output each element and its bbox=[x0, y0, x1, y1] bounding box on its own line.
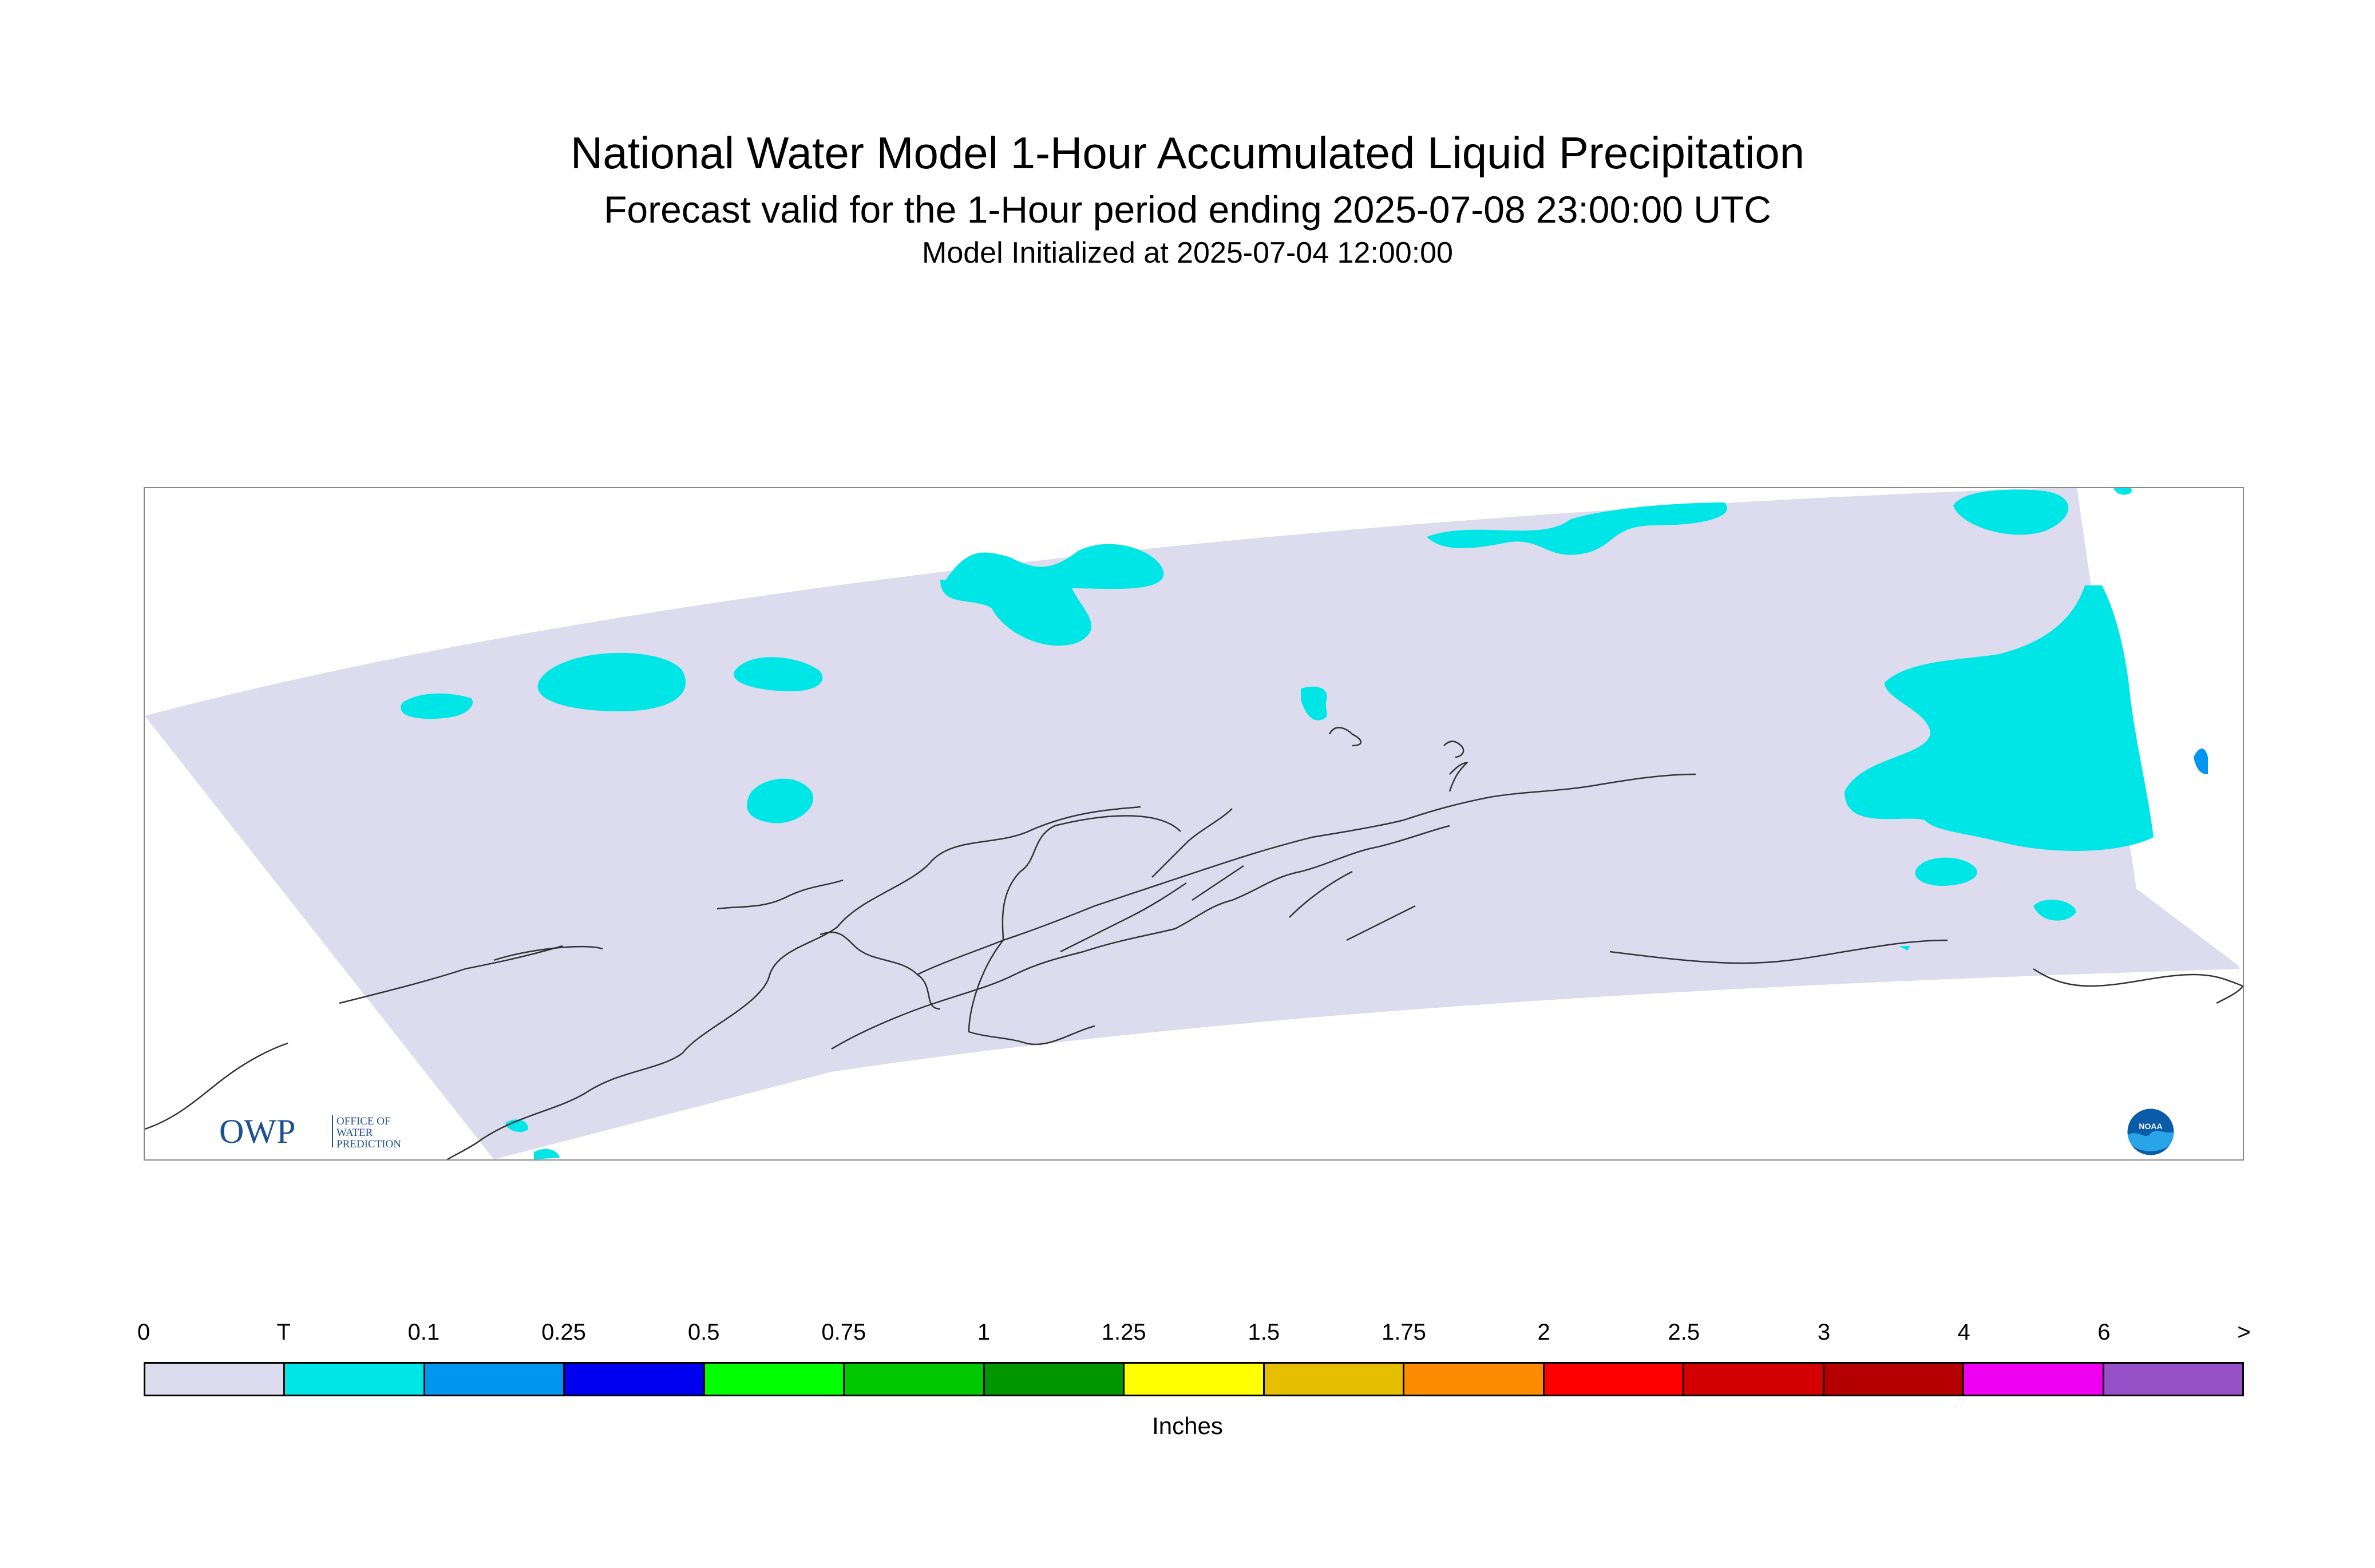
coastline bbox=[1448, 762, 1469, 792]
coastline bbox=[2033, 968, 2243, 987]
coastline bbox=[339, 945, 563, 1004]
legend-swatch bbox=[1125, 1364, 1265, 1395]
coastline bbox=[968, 815, 1181, 1046]
legend-tick-label: > bbox=[2237, 1320, 2251, 1345]
legend-tick-label: 1 bbox=[977, 1320, 991, 1345]
trace-area bbox=[1844, 585, 2154, 851]
coastline bbox=[917, 773, 1696, 976]
precipitation-map bbox=[145, 488, 2243, 1159]
legend-swatch bbox=[1964, 1364, 2104, 1395]
noaa-logo: NOAA bbox=[2125, 1106, 2176, 1159]
map-panel: OWP OFFICE OF WATER PREDICTION NOAA bbox=[144, 487, 2244, 1161]
legend-tick-label: 0.25 bbox=[541, 1320, 586, 1345]
legend-tick-label: 0.1 bbox=[407, 1320, 440, 1345]
coastline bbox=[1151, 808, 1233, 878]
legend-tick-label: 3 bbox=[1817, 1320, 1831, 1345]
coastline bbox=[1289, 870, 1353, 918]
legend-tick-label: 2 bbox=[1537, 1320, 1550, 1345]
legend-tick-label: 0 bbox=[137, 1320, 151, 1345]
coastline bbox=[1192, 865, 1244, 901]
legend-swatch bbox=[845, 1364, 985, 1395]
trace-area bbox=[534, 1149, 560, 1159]
legend-tick-label: 1.25 bbox=[1101, 1320, 1146, 1345]
legend-swatch bbox=[1824, 1364, 1965, 1395]
legend-tick-label: 4 bbox=[1957, 1320, 1970, 1345]
model-domain bbox=[145, 488, 2243, 1159]
legend-tick-label: 6 bbox=[2097, 1320, 2111, 1345]
trace-precip-areas bbox=[401, 488, 2154, 1159]
model-init-line: Model Initialized at 2025-07-04 12:00:00 bbox=[922, 236, 1453, 270]
coastline bbox=[1346, 905, 1416, 941]
coastlines bbox=[145, 727, 2243, 1159]
coastline bbox=[717, 879, 844, 910]
svg-text:PREDICTION: PREDICTION bbox=[337, 1138, 401, 1150]
coastline bbox=[1060, 882, 1187, 953]
coastline bbox=[1609, 939, 1948, 964]
legend-tick-label: 0.5 bbox=[687, 1320, 720, 1345]
legend-tick-label: 1.5 bbox=[1248, 1320, 1280, 1345]
trace-area bbox=[401, 693, 473, 719]
trace-area bbox=[1301, 686, 1327, 720]
trace-area bbox=[505, 1119, 528, 1133]
trace-area bbox=[2033, 900, 2076, 921]
trace-area bbox=[1915, 857, 1977, 886]
trace-area bbox=[940, 544, 1164, 646]
legend-swatch bbox=[565, 1364, 705, 1395]
legend-swatch bbox=[984, 1364, 1125, 1395]
legend-tick-label: T bbox=[276, 1320, 291, 1345]
legend-tick-labels: 0 T 0.1 0.25 0.5 0.75 1 1.25 1.5 1.75 2 2.5 3 4 6 > bbox=[137, 1320, 2251, 1354]
trace-area bbox=[1427, 502, 1727, 555]
legend-swatch bbox=[704, 1364, 845, 1395]
coastline bbox=[820, 931, 941, 1010]
legend-swatch bbox=[1684, 1364, 1824, 1395]
svg-text:WATER: WATER bbox=[337, 1127, 373, 1139]
legend-tick-label: 0.75 bbox=[821, 1320, 866, 1345]
map-subtitle: Forecast valid for the 1-Hour period end… bbox=[604, 188, 1771, 231]
map-title: National Water Model 1-Hour Accumulated … bbox=[570, 128, 1805, 178]
coastline bbox=[2216, 985, 2243, 1004]
legend-swatch bbox=[425, 1364, 565, 1395]
coastline bbox=[446, 806, 1141, 1159]
trace-area bbox=[1899, 946, 1910, 951]
svg-text:OFFICE OF: OFFICE OF bbox=[337, 1115, 391, 1127]
owp-logo: OWP OFFICE OF WATER PREDICTION bbox=[219, 1111, 460, 1154]
legend-swatch bbox=[285, 1364, 425, 1395]
legend-unit-label: Inches bbox=[1152, 1412, 1223, 1439]
coastline bbox=[831, 825, 1450, 1050]
trace-area bbox=[733, 657, 823, 691]
svg-text:NOAA: NOAA bbox=[2139, 1122, 2162, 1131]
trace-area bbox=[746, 778, 813, 823]
legend-tick-label: 1.75 bbox=[1382, 1320, 1426, 1345]
legend-swatch bbox=[1404, 1364, 1545, 1395]
legend-colorbar bbox=[144, 1362, 2244, 1396]
legend-swatch bbox=[1544, 1364, 1685, 1395]
legend-swatch bbox=[2104, 1364, 2243, 1395]
legend-tick-label: 2.5 bbox=[1668, 1320, 1700, 1345]
trace-area bbox=[2113, 488, 2132, 495]
trace-area bbox=[537, 652, 686, 711]
coastline bbox=[1328, 727, 1362, 747]
trace-area bbox=[1953, 489, 2069, 535]
light-precip-area bbox=[2194, 749, 2208, 774]
legend-swatch bbox=[145, 1364, 286, 1395]
coastline bbox=[145, 1042, 288, 1130]
coastline bbox=[1443, 741, 1464, 758]
coastline bbox=[493, 945, 603, 961]
svg-text:OWP: OWP bbox=[219, 1112, 295, 1150]
legend-swatch bbox=[1264, 1364, 1405, 1395]
